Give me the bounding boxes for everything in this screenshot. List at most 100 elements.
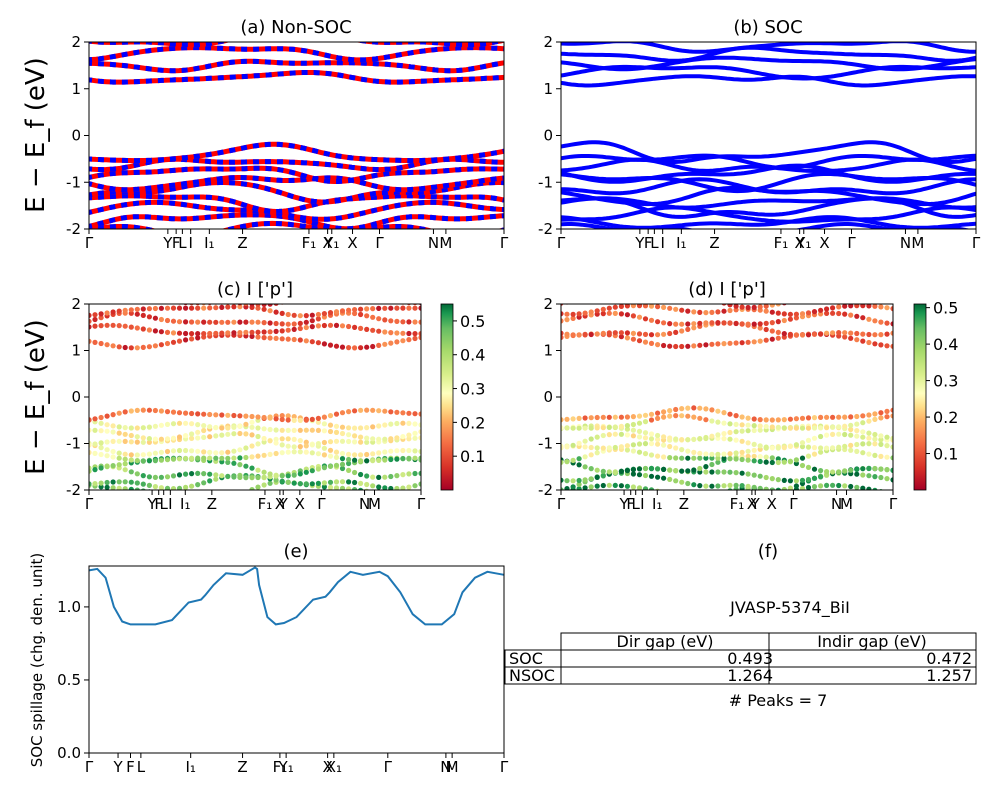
projection-point — [884, 320, 890, 326]
projection-point — [159, 298, 164, 303]
projection-point — [158, 408, 164, 414]
projection-point — [89, 318, 92, 324]
projection-point — [285, 479, 291, 485]
x-tick-label: Y — [750, 495, 761, 513]
projection-point — [824, 482, 830, 488]
projection-point — [279, 473, 285, 479]
projection-point — [733, 340, 739, 346]
projection-point — [618, 444, 625, 450]
projection-point — [279, 336, 285, 342]
x-tick-label: Y — [112, 758, 123, 776]
projection-point — [201, 455, 207, 461]
projection-point — [291, 427, 297, 433]
projection-point — [793, 416, 800, 422]
y-tick-label: -2 — [66, 481, 81, 499]
projection-point — [376, 484, 382, 490]
projection-point — [582, 485, 588, 490]
projection-point — [751, 458, 757, 464]
projection-point — [775, 310, 781, 316]
projection-point — [89, 442, 92, 448]
projection-point — [570, 311, 576, 317]
projection-point — [673, 493, 678, 498]
projection-point — [370, 424, 376, 430]
projection-point — [624, 312, 631, 318]
projection-point — [237, 474, 243, 480]
projection-point — [261, 426, 267, 432]
projection-point — [261, 474, 267, 480]
projection-point — [564, 459, 570, 465]
projection-point — [618, 334, 625, 340]
projection-point — [769, 309, 775, 315]
projection-point — [333, 454, 340, 460]
projection-point — [600, 425, 606, 431]
projection-point — [273, 320, 279, 327]
projection-point — [805, 332, 812, 338]
projection-point — [594, 434, 600, 440]
projection-point — [649, 295, 654, 300]
projection-point — [279, 321, 285, 327]
projection-point — [691, 455, 697, 461]
projection-point — [225, 455, 231, 461]
projection-point — [811, 484, 818, 490]
projection-point — [890, 343, 893, 349]
projection-point — [878, 319, 884, 325]
projection-point — [339, 479, 346, 485]
projection-point — [606, 310, 612, 316]
projection-point — [370, 458, 376, 464]
projection-point — [576, 332, 582, 338]
projection-point — [158, 457, 164, 463]
projection-point — [309, 481, 315, 487]
projection-point — [642, 316, 649, 322]
projection-point — [255, 467, 261, 473]
projection-point — [606, 432, 612, 438]
projection-point — [878, 332, 884, 338]
projection-point — [854, 295, 859, 300]
x-tick-label: N — [831, 495, 842, 513]
x-tick-label: L — [137, 758, 146, 776]
projection-point — [249, 304, 255, 307]
projection-point — [648, 487, 655, 490]
projection-point — [255, 441, 261, 447]
projection-point — [321, 322, 327, 329]
projection-point — [255, 453, 261, 459]
projection-point — [818, 331, 824, 337]
projection-point — [176, 330, 183, 336]
projection-point — [570, 457, 576, 463]
projection-point — [576, 415, 582, 421]
projection-point — [291, 472, 297, 478]
projection-point — [98, 440, 104, 446]
projection-point — [400, 472, 406, 478]
projection-point — [697, 342, 703, 348]
projection-point — [872, 441, 878, 447]
projection-point — [781, 317, 787, 324]
projection-point — [848, 442, 854, 448]
projection-point — [594, 467, 600, 473]
projection-point — [830, 330, 836, 336]
projection-point — [872, 452, 878, 458]
y-tick-label: 0 — [543, 388, 553, 406]
band-line — [89, 175, 504, 193]
projection-point — [170, 456, 177, 462]
projection-point — [418, 429, 421, 435]
projection-point — [164, 317, 171, 324]
projection-point — [146, 439, 152, 445]
projection-point — [618, 483, 625, 489]
projection-point — [890, 330, 893, 336]
projection-point — [104, 322, 110, 328]
projection-point — [624, 432, 631, 438]
projection-point — [237, 413, 243, 419]
projection-point — [824, 330, 830, 336]
projection-point — [104, 439, 110, 445]
projection-point — [830, 445, 836, 451]
projection-point — [327, 310, 334, 316]
projection-point — [854, 471, 860, 477]
projection-point — [213, 450, 219, 456]
x-tick-label: I₁ — [676, 234, 686, 252]
projection-point — [382, 474, 388, 480]
projection-point — [231, 412, 237, 419]
projection-point — [98, 420, 104, 426]
projection-point — [576, 486, 582, 490]
projection-point — [400, 456, 406, 462]
projection-point — [382, 491, 387, 496]
projection-point — [189, 471, 195, 477]
